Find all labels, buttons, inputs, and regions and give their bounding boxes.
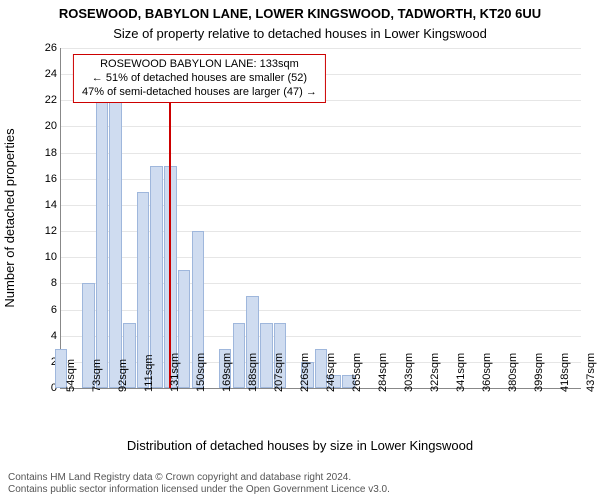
x-tick-label: 418sqm (559, 353, 571, 392)
x-tick-label: 92sqm (117, 359, 129, 392)
y-tick-label: 18 (27, 147, 57, 159)
y-tick-label: 14 (27, 199, 57, 211)
x-tick-label: 188sqm (247, 353, 259, 392)
x-tick-label: 341sqm (455, 353, 467, 392)
property-marker-line (169, 74, 171, 388)
footer-attribution: Contains HM Land Registry data © Crown c… (8, 472, 390, 496)
gridline (61, 126, 581, 127)
x-tick-label: 131sqm (169, 353, 181, 392)
histogram-bar (109, 87, 122, 388)
x-tick-label: 111sqm (143, 354, 155, 392)
y-tick-label: 0 (27, 382, 57, 394)
gridline (61, 179, 581, 180)
x-tick-label: 265sqm (351, 353, 363, 392)
x-axis-label: Distribution of detached houses by size … (0, 438, 600, 453)
x-tick-label: 322sqm (429, 353, 441, 392)
annotation-line: ROSEWOOD BABYLON LANE: 133sqm (82, 58, 317, 72)
property-annotation-box: ROSEWOOD BABYLON LANE: 133sqm← 51% of de… (73, 54, 326, 103)
x-tick-label: 207sqm (273, 353, 285, 392)
histogram-bar (233, 323, 246, 388)
chart-title-main: ROSEWOOD, BABYLON LANE, LOWER KINGSWOOD,… (0, 6, 600, 21)
y-axis-label: Number of detached properties (2, 128, 17, 307)
y-tick-label: 26 (27, 42, 57, 54)
x-tick-label: 303sqm (403, 353, 415, 392)
x-tick-label: 284sqm (377, 353, 389, 392)
y-tick-label: 8 (27, 277, 57, 289)
y-tick-label: 20 (27, 120, 57, 132)
x-tick-label: 437sqm (585, 353, 597, 392)
annotation-line: 47% of semi-detached houses are larger (… (82, 86, 317, 100)
x-tick-label: 54sqm (65, 359, 77, 392)
gridline (61, 48, 581, 49)
y-tick-label: 10 (27, 251, 57, 263)
chart-container: ROSEWOOD, BABYLON LANE, LOWER KINGSWOOD,… (0, 0, 600, 500)
x-tick-label: 150sqm (195, 353, 207, 392)
histogram-bar (260, 323, 273, 388)
y-tick-label: 12 (27, 225, 57, 237)
y-tick-label: 22 (27, 94, 57, 106)
plot-area: 0246810121416182022242654sqm73sqm92sqm11… (60, 48, 581, 389)
footer-line: Contains HM Land Registry data © Crown c… (8, 472, 390, 484)
y-tick-label: 24 (27, 68, 57, 80)
chart-title-sub: Size of property relative to detached ho… (0, 26, 600, 41)
x-tick-label: 399sqm (533, 353, 545, 392)
x-tick-label: 360sqm (481, 353, 493, 392)
x-tick-label: 73sqm (91, 359, 103, 392)
footer-line: Contains public sector information licen… (8, 484, 390, 496)
x-tick-label: 226sqm (299, 353, 311, 392)
x-tick-label: 380sqm (507, 353, 519, 392)
histogram-bar (96, 100, 109, 388)
annotation-line: ← 51% of detached houses are smaller (52… (82, 72, 317, 86)
x-tick-label: 169sqm (221, 353, 233, 392)
gridline (61, 153, 581, 154)
y-tick-label: 4 (27, 330, 57, 342)
x-tick-label: 246sqm (325, 353, 337, 392)
y-tick-label: 16 (27, 173, 57, 185)
y-tick-label: 6 (27, 304, 57, 316)
y-tick-label: 2 (27, 356, 57, 368)
